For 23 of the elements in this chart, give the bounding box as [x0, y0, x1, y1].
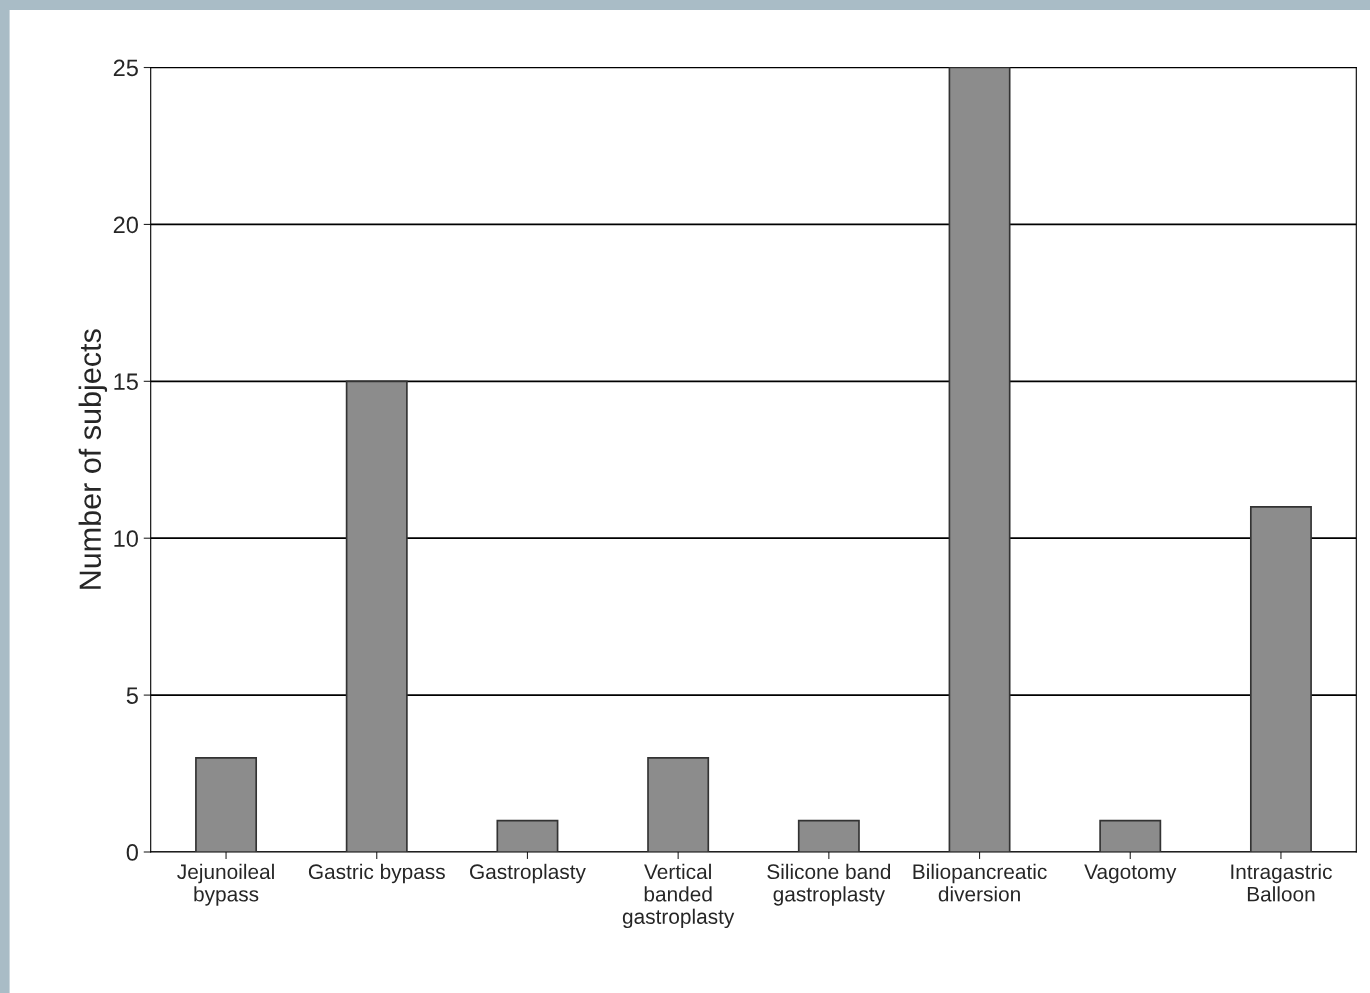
bar: [647, 757, 710, 852]
bar: [948, 67, 1011, 852]
y-tick-label: 0: [126, 844, 138, 861]
bar: [797, 819, 860, 852]
x-tick-label: Silicone band gastroplasty: [767, 863, 891, 906]
y-tick-label: 15: [114, 373, 138, 391]
bar: [1099, 819, 1162, 852]
x-tick-label: Biliopancreatic diversion: [913, 863, 1047, 902]
y-axis-title: Number of subjects: [78, 329, 108, 589]
x-tick-label: Vagotomy: [1084, 864, 1177, 884]
y-tick-label: 10: [114, 530, 138, 547]
x-tick-label: Jejunoileal bypass: [177, 863, 274, 906]
bar: [345, 380, 408, 852]
y-tick-label: 5: [126, 687, 138, 704]
bar: [195, 757, 258, 852]
y-tick-label: 20: [113, 216, 138, 234]
x-tick-label: Vertical banded gastroplasty: [622, 863, 735, 929]
x-tick-label: Gastroplasty: [470, 863, 586, 884]
x-tick-label: Intragastric Balloon: [1231, 863, 1332, 902]
bar: [1249, 505, 1312, 852]
x-tick-label: Gastric bypass: [308, 863, 445, 884]
y-tick-label: 25: [113, 59, 138, 77]
bar: [496, 819, 559, 852]
